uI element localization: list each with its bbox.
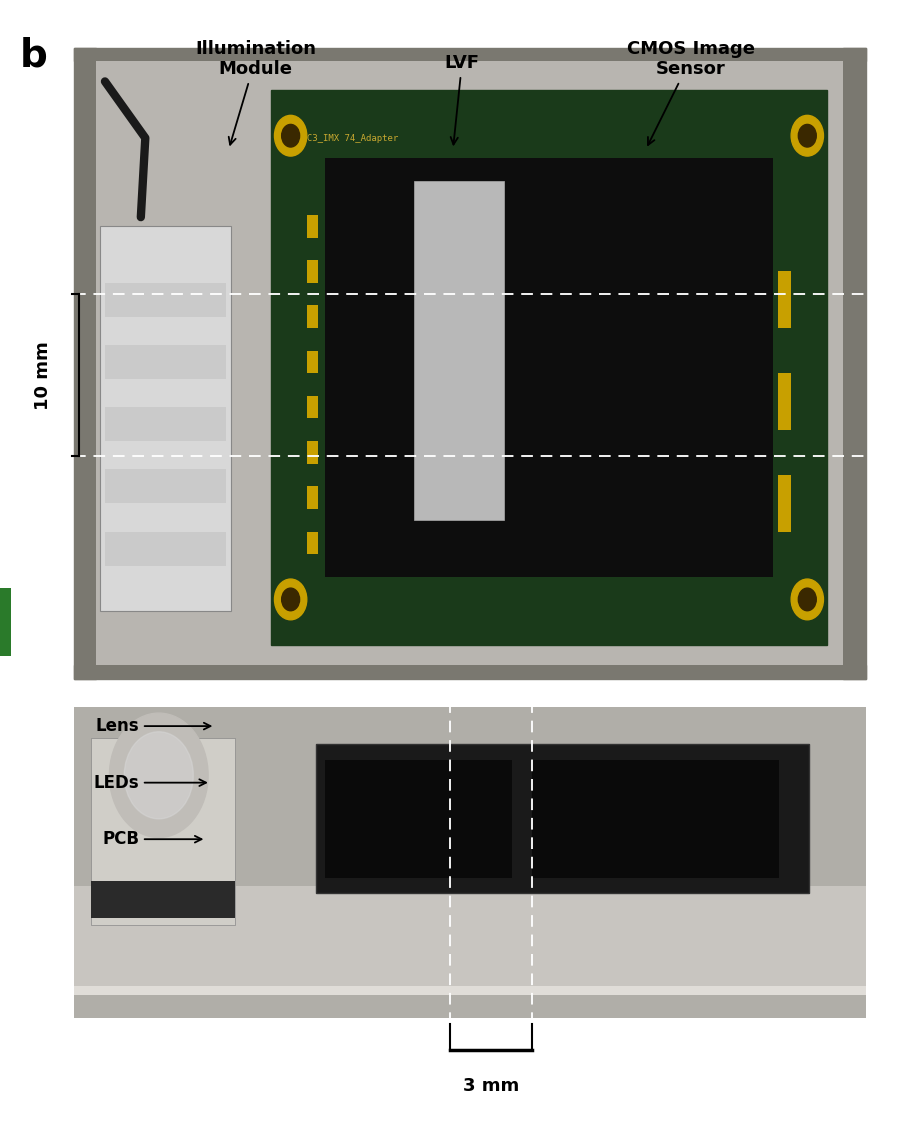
Bar	[100, 226, 231, 611]
Bar	[316, 744, 809, 893]
Circle shape	[791, 579, 823, 620]
Bar	[91, 881, 235, 918]
Bar	[414, 181, 504, 520]
Bar	[307, 215, 318, 238]
Bar	[91, 737, 235, 925]
Text: LEDs: LEDs	[93, 774, 206, 792]
Circle shape	[798, 124, 816, 147]
Circle shape	[282, 124, 300, 147]
Circle shape	[109, 714, 208, 837]
Text: PCB: PCB	[102, 830, 202, 848]
Circle shape	[124, 732, 193, 819]
Bar	[74, 48, 96, 679]
Circle shape	[274, 115, 307, 156]
Bar	[307, 486, 318, 509]
Bar	[778, 475, 791, 532]
Bar	[105, 345, 226, 379]
Text: AI  GC3_IMX 74_Adapter: AI GC3_IMX 74_Adapter	[280, 135, 398, 144]
Circle shape	[798, 588, 816, 611]
Bar	[105, 407, 226, 441]
FancyBboxPatch shape	[74, 707, 866, 1018]
Bar	[74, 665, 866, 679]
Bar	[74, 986, 866, 995]
Text: 10 mm: 10 mm	[34, 342, 52, 409]
Bar	[271, 90, 827, 645]
Bar	[307, 532, 318, 554]
Text: 3 mm: 3 mm	[464, 1077, 519, 1095]
Bar	[0, 588, 11, 656]
Bar	[843, 48, 866, 679]
Bar	[307, 305, 318, 328]
Bar	[105, 532, 226, 566]
Bar	[307, 260, 318, 283]
Bar	[325, 760, 512, 878]
Bar	[105, 283, 226, 317]
Text: b: b	[20, 36, 48, 75]
Bar	[307, 351, 318, 373]
Text: Illumination
Module: Illumination Module	[196, 40, 316, 145]
Circle shape	[282, 588, 300, 611]
Text: LVF: LVF	[444, 54, 480, 145]
Bar	[307, 396, 318, 418]
Bar	[778, 271, 791, 328]
Bar	[74, 48, 866, 61]
Bar	[74, 887, 866, 995]
Circle shape	[274, 579, 307, 620]
Bar	[307, 441, 318, 464]
Text: Lens: Lens	[95, 717, 211, 735]
Bar	[325, 158, 773, 577]
Bar	[105, 469, 226, 503]
Circle shape	[791, 115, 823, 156]
Bar	[532, 760, 779, 878]
FancyBboxPatch shape	[74, 48, 866, 679]
Text: CMOS Image
Sensor: CMOS Image Sensor	[627, 40, 754, 145]
Bar	[96, 61, 843, 665]
Bar	[778, 373, 791, 430]
